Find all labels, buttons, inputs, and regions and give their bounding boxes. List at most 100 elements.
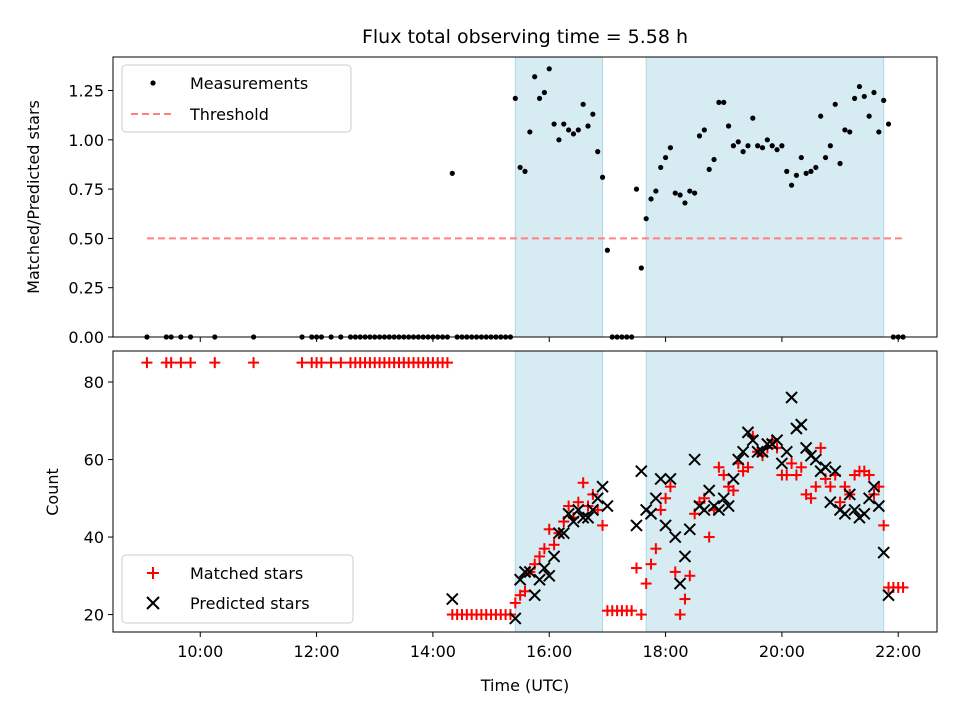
matched-star-point-4 xyxy=(185,357,197,369)
matched-star-point-78 xyxy=(660,492,672,504)
bottom-y-tick-label-3: 80 xyxy=(84,373,104,392)
measurement-point-105 xyxy=(793,172,800,178)
predicted-star-point-42 xyxy=(732,453,745,466)
measurement-point-120 xyxy=(866,113,872,119)
predicted-star-point-72 xyxy=(877,546,890,559)
matched-star-point-74 xyxy=(640,578,652,590)
predicted-star-point-14 xyxy=(572,503,585,517)
measurement-point-103 xyxy=(784,168,790,174)
bottom-shaded-interval-0 xyxy=(514,350,604,633)
predicted-star-point-30 xyxy=(673,577,687,590)
top-y-tick-label-0: 0.00 xyxy=(68,328,104,347)
predicted-star-point-66 xyxy=(848,503,861,517)
matched-star-point-47 xyxy=(509,597,521,609)
matched-star-point-54 xyxy=(543,523,555,535)
predicted-star-point-15 xyxy=(576,511,590,524)
measurement-point-51 xyxy=(532,74,538,80)
predicted-star-point-6 xyxy=(533,573,546,586)
measurement-point-124 xyxy=(885,121,892,127)
predicted-star-point-56 xyxy=(799,441,813,455)
predicted-star-point-53 xyxy=(785,391,798,404)
predicted-star-point-55 xyxy=(795,418,808,431)
matched-star-point-77 xyxy=(655,504,667,516)
measurement-point-91 xyxy=(725,123,732,129)
matched-star-point-109 xyxy=(810,481,822,493)
legend-measurements-label: Measurements xyxy=(190,74,308,93)
measurement-point-34 xyxy=(449,170,455,176)
matched-star-point-103 xyxy=(781,469,793,481)
predicted-star-point-41 xyxy=(727,472,740,486)
predicted-star-point-16 xyxy=(581,511,595,524)
predicted-star-point-10 xyxy=(552,526,566,540)
top-legend: Measurements Threshold xyxy=(121,64,352,133)
matched-star-point-81 xyxy=(674,609,686,621)
predicted-star-point-7 xyxy=(538,561,551,575)
predicted-star-point-11 xyxy=(557,526,570,540)
matched-star-point-55 xyxy=(548,539,560,551)
measurement-point-109 xyxy=(813,164,819,171)
measurement-point-75 xyxy=(648,196,654,202)
predicted-star-point-62 xyxy=(829,464,842,478)
x-tick-label-3: 16:00 xyxy=(526,642,572,661)
measurement-point-96 xyxy=(750,115,756,121)
top-y-tick-label-1: 0.25 xyxy=(68,279,104,298)
matched-star-point-0 xyxy=(141,357,153,369)
matched-star-point-110 xyxy=(815,442,827,454)
matched-star-point-33 xyxy=(441,357,453,369)
predicted-star-point-64 xyxy=(838,507,852,520)
predicted-star-point-18 xyxy=(591,492,604,505)
predicted-star-point-40 xyxy=(722,499,735,513)
measurement-point-53 xyxy=(541,89,547,96)
measurement-point-59 xyxy=(570,131,577,137)
matched-star-point-76 xyxy=(650,543,662,555)
matched-star-point-89 xyxy=(713,461,725,473)
matched-star-point-53 xyxy=(538,543,550,555)
matched-star-point-123 xyxy=(878,519,890,531)
bottom-y-tick-label-2: 60 xyxy=(84,451,104,470)
predicted-star-point-61 xyxy=(824,495,837,509)
top-legend-box xyxy=(121,64,352,133)
matched-star-point-10 xyxy=(315,357,327,369)
matched-star-point-61 xyxy=(577,477,589,489)
bottom-y-tick-label-0: 20 xyxy=(84,606,104,625)
measurement-point-117 xyxy=(852,95,858,102)
matched-star-point-127 xyxy=(897,581,909,593)
bottom-plot-frame xyxy=(112,350,938,633)
matched-star-point-52 xyxy=(534,550,546,562)
measurement-point-116 xyxy=(847,129,853,135)
matched-star-point-75 xyxy=(645,558,657,570)
predicted-star-point-35 xyxy=(698,503,711,517)
predicted-star-point-58 xyxy=(809,453,823,466)
legend-matched-label: Matched stars xyxy=(190,564,303,583)
top-panel: Flux total observing time = 5.58 h 0.000… xyxy=(24,26,938,347)
matched-star-point-92 xyxy=(727,485,739,497)
measurement-point-72 xyxy=(633,186,640,192)
predicted-star-point-33 xyxy=(688,453,701,466)
predicted-star-point-39 xyxy=(717,492,730,505)
measurement-point-113 xyxy=(832,101,838,107)
predicted-star-point-60 xyxy=(819,461,832,474)
measurement-point-100 xyxy=(769,143,775,149)
measurement-point-84 xyxy=(692,190,698,196)
predicted-star-point-4 xyxy=(523,565,537,579)
predicted-star-point-44 xyxy=(741,426,755,439)
predicted-star-point-0 xyxy=(446,592,459,606)
matched-star-point-108 xyxy=(805,492,817,504)
predicted-star-point-25 xyxy=(649,492,663,505)
measurement-point-115 xyxy=(842,127,848,133)
measurement-point-112 xyxy=(827,143,833,149)
matched-star-point-65 xyxy=(597,519,609,531)
top-x-axis-ticks xyxy=(199,337,899,342)
measurement-point-90 xyxy=(721,99,727,105)
legend-matched-marker xyxy=(147,567,159,579)
matched-star-point-6 xyxy=(248,357,260,369)
measurement-point-102 xyxy=(779,143,785,149)
measurement-point-87 xyxy=(706,166,712,172)
measurement-point-119 xyxy=(861,93,867,100)
predicted-star-point-36 xyxy=(702,484,716,497)
matched-star-point-95 xyxy=(742,461,754,473)
legend-measurements-marker xyxy=(150,80,156,86)
predicted-star-point-47 xyxy=(756,445,769,458)
matched-star-point-73 xyxy=(635,609,647,621)
measurement-point-104 xyxy=(788,182,795,188)
